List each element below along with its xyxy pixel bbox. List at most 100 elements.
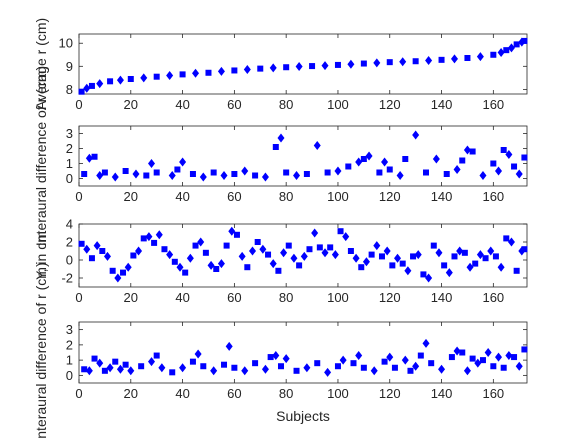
data-point-diamond [166,250,174,260]
data-point-diamond [505,150,513,159]
data-point-diamond [342,232,350,242]
data-point-square [360,156,367,162]
y-axis-label-3: Y, in cm [33,231,49,280]
data-point-square [490,160,497,167]
data-point-square [360,60,367,67]
x-tick-label: 20 [124,189,138,204]
y-tick-label: 0 [66,171,73,186]
data-point-diamond [145,232,153,242]
data-point-square [441,262,448,269]
data-point-square [174,166,181,173]
data-point-diamond [249,246,257,256]
data-point-diamond [106,363,114,373]
data-point-square [192,242,199,249]
data-point-diamond [453,165,461,174]
data-point-diamond [355,157,363,167]
data-point-square [221,361,228,368]
data-point-square [202,249,209,256]
data-point-diamond [155,230,163,240]
data-point-diamond [381,157,389,167]
data-point-diamond [96,79,104,89]
data-point-square [122,361,129,368]
data-point-square [479,357,486,364]
y-tick-label: 0 [66,253,73,268]
data-point-square [448,354,455,361]
data-point-diamond [311,228,319,238]
data-point-square [386,166,393,173]
data-point-diamond [463,366,471,376]
data-point-diamond [261,364,269,374]
data-point-diamond [295,62,303,72]
data-point-diamond [474,358,482,368]
y-tick-label: 10 [59,36,73,51]
data-point-diamond [217,66,225,76]
x-tick-label: 60 [227,290,241,305]
data-point-square [451,253,458,260]
data-point-diamond [241,366,249,376]
y-tick-label: 0 [66,368,73,383]
data-point-diamond [383,246,391,256]
x-tick-label: 120 [379,189,401,204]
data-point-diamond [399,57,407,67]
data-point-square [490,363,497,370]
data-point-diamond [331,250,339,260]
data-point-square [350,360,357,367]
data-point-diamond [355,351,363,361]
data-point-square [130,252,137,259]
data-point-square [189,171,196,177]
data-point-square [399,260,406,267]
data-point-square [503,235,510,242]
data-point-square [410,253,417,260]
data-point-square [309,63,316,70]
data-point-square [402,156,409,162]
data-point-square [179,71,186,78]
data-point-square [275,267,282,274]
data-point-diamond [111,172,119,182]
data-point-square [428,360,435,367]
data-point-diamond [217,259,225,269]
x-tick-label: 80 [279,386,293,401]
data-point-diamond [280,248,288,258]
data-point-diamond [476,52,484,62]
data-point-square [127,76,134,82]
data-point-square [231,67,238,74]
data-point-square [252,360,259,367]
data-point-diamond [148,159,156,168]
data-point-diamond [515,361,523,371]
data-point-square [376,169,383,176]
data-point-square [285,242,292,249]
data-point-diamond [487,246,495,256]
x-tick-label: 20 [124,290,138,305]
data-point-square [122,168,129,174]
data-point-square [314,360,321,367]
data-point-diamond [321,248,329,258]
x-tick-label: 40 [175,189,189,204]
y-axis-label-4: Interaural difference of r (cm) [33,262,49,438]
data-point-square [138,363,145,370]
data-point-diamond [334,166,342,176]
x-tick-label: 120 [379,386,401,401]
data-point-diamond [261,172,269,182]
data-point-square [78,88,85,95]
data-point-square [153,169,160,176]
x-tick-label: 160 [482,290,504,305]
data-point-diamond [479,171,487,180]
y-tick-label: 9 [66,59,73,74]
data-point-diamond [166,71,174,81]
data-point-square [521,346,528,353]
data-point-diamond [432,154,440,164]
x-tick-label: 120 [379,290,401,305]
data-point-diamond [394,253,402,263]
x-tick-label: 0 [75,189,82,204]
data-point-square [511,163,518,170]
y-tick-label: 8 [66,82,73,97]
x-tick-label: 0 [75,97,82,112]
x-tick-label: 60 [227,386,241,401]
x-tick-label: 100 [327,386,349,401]
data-point-square [412,58,419,65]
x-tick-label: 160 [482,97,504,112]
data-point-square [391,364,398,371]
data-point-square [513,267,520,274]
data-point-diamond [179,363,187,373]
